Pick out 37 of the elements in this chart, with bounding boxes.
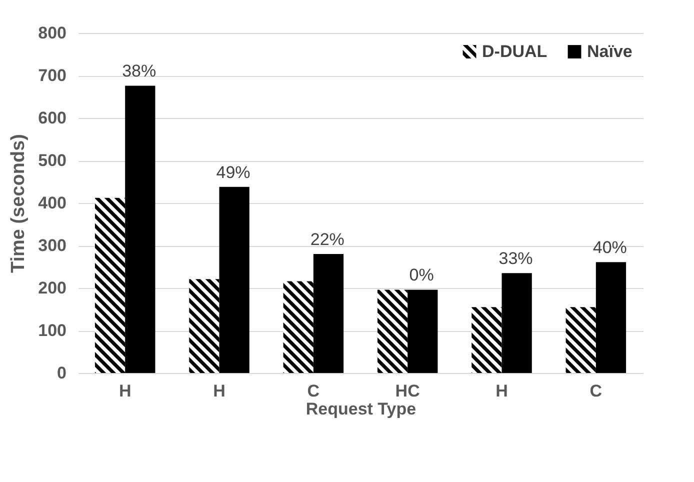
x-tick-label: C [307,382,320,400]
bar [502,273,532,373]
x-tick-label: H [118,382,132,400]
annotation: 22% [310,230,344,249]
y-tick-label: 700 [38,66,66,85]
bar [313,254,344,373]
bar [566,307,596,373]
y-tick-label: 600 [38,108,66,128]
y-tick-label: 100 [38,321,66,340]
y-tick-label: 800 [38,24,66,42]
annotation: 0% [409,266,434,285]
annotation: 33% [498,249,533,268]
bar [283,281,314,373]
bar [219,186,250,373]
bar [472,307,502,373]
legend-label: D-DUAL [482,42,548,61]
x-tick-label: C [590,382,602,400]
x-axis-title: Request Type [306,400,416,418]
bar [377,290,408,373]
x-tick-label: H [213,382,226,400]
annotation: 40% [592,238,627,258]
y-tick-label: 300 [38,236,66,255]
y-tick-label: 400 [38,194,66,212]
bar [125,86,156,373]
bar [189,279,220,373]
annotation: 49% [216,162,250,182]
x-tick-label: H [496,382,508,400]
y-tick-label: 500 [38,151,66,170]
y-tick-label: 0 [57,364,66,382]
annotation: 38% [122,62,156,81]
bar [94,198,126,373]
y-tick-label: 200 [38,278,66,298]
y-axis-title: Time (seconds) [8,134,30,274]
bar [408,290,438,373]
bar [596,262,626,373]
x-tick-label: HC [395,382,420,400]
legend-label: Naïve [587,42,632,61]
